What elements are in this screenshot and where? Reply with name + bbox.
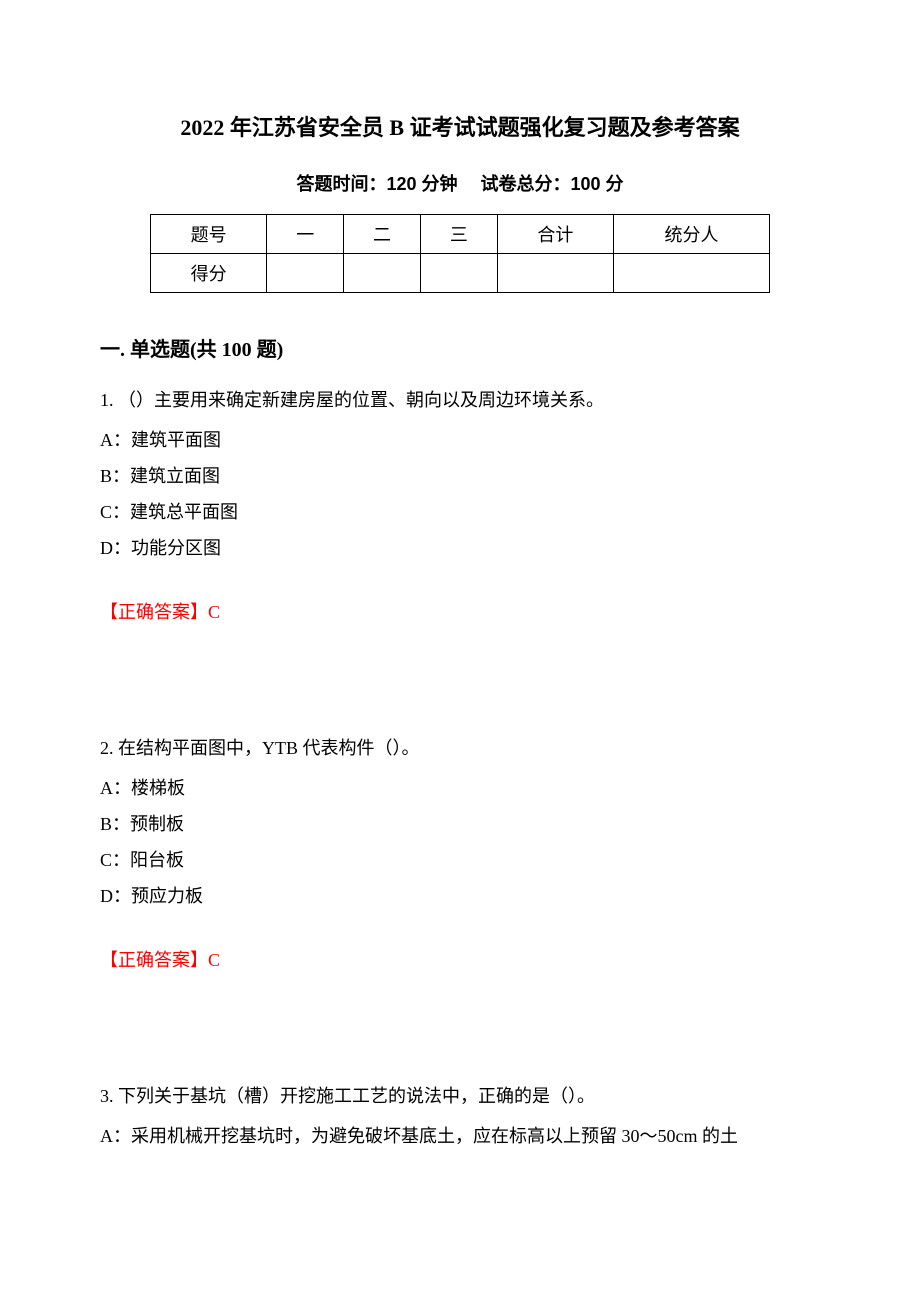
table-header-cell: 统分人: [614, 215, 770, 254]
option-label: A：: [100, 778, 131, 798]
option: A：建筑平面图: [100, 422, 820, 458]
table-header-row: 题号 一 二 三 合计 统分人: [151, 215, 770, 254]
option-label: C：: [100, 850, 130, 870]
question-block: 2. 在结构平面图中，YTB 代表构件（）。 A：楼梯板 B：预制板 C：阳台板…: [100, 730, 820, 978]
question-block: 1. （）主要用来确定新建房屋的位置、朝向以及周边环境关系。 A：建筑平面图 B…: [100, 382, 820, 630]
table-cell: 得分: [151, 254, 267, 293]
table-header-cell: 二: [344, 215, 421, 254]
question-body: 在结构平面图中，YTB 代表构件（）。: [118, 738, 420, 758]
option-text: 建筑立面图: [130, 466, 220, 486]
answer-line: 【正确答案】C: [100, 594, 820, 630]
option-text: 功能分区图: [131, 538, 221, 558]
table-cell: [614, 254, 770, 293]
score-table: 题号 一 二 三 合计 统分人 得分: [150, 214, 770, 293]
page-subtitle: 答题时间：120 分钟 试卷总分：100 分: [100, 170, 820, 196]
option-label: D：: [100, 886, 131, 906]
option-label: C：: [100, 502, 130, 522]
option-label: B：: [100, 814, 130, 834]
question-body: 下列关于基坑（槽）开挖施工工艺的说法中，正确的是（）。: [118, 1086, 595, 1106]
option-text: 采用机械开挖基坑时，为避免破坏基底土，应在标高以上预留 30～50cm 的土: [131, 1126, 738, 1146]
option: A：楼梯板: [100, 770, 820, 806]
question-block: 3. 下列关于基坑（槽）开挖施工工艺的说法中，正确的是（）。 A：采用机械开挖基…: [100, 1078, 820, 1154]
option: C：建筑总平面图: [100, 494, 820, 530]
option-text: 阳台板: [130, 850, 184, 870]
option-label: D：: [100, 538, 131, 558]
option-text: 建筑总平面图: [130, 502, 238, 522]
table-cell: [344, 254, 421, 293]
answer-value: C: [208, 950, 220, 970]
option-text: 建筑平面图: [131, 430, 221, 450]
question-number: 1.: [100, 390, 114, 410]
option-label: A：: [100, 430, 131, 450]
option: A：采用机械开挖基坑时，为避免破坏基底土，应在标高以上预留 30～50cm 的土: [100, 1118, 820, 1154]
option-text: 楼梯板: [131, 778, 185, 798]
option: D：预应力板: [100, 878, 820, 914]
table-row: 得分: [151, 254, 770, 293]
table-header-cell: 合计: [497, 215, 613, 254]
option: B：建筑立面图: [100, 458, 820, 494]
option: D：功能分区图: [100, 530, 820, 566]
question-number: 3.: [100, 1086, 114, 1106]
option-label: B：: [100, 466, 130, 486]
answer-line: 【正确答案】C: [100, 942, 820, 978]
section-heading: 一. 单选题(共 100 题): [100, 333, 820, 362]
answer-value: C: [208, 602, 220, 622]
option-text: 预制板: [130, 814, 184, 834]
table-cell: [420, 254, 497, 293]
answer-label: 【正确答案】: [100, 950, 208, 970]
page-title: 2022 年江苏省安全员 B 证考试试题强化复习题及参考答案: [100, 110, 820, 142]
table-header-cell: 题号: [151, 215, 267, 254]
answer-label: 【正确答案】: [100, 602, 208, 622]
question-text: 2. 在结构平面图中，YTB 代表构件（）。: [100, 730, 820, 766]
option: C：阳台板: [100, 842, 820, 878]
table-header-cell: 三: [420, 215, 497, 254]
table-cell: [497, 254, 613, 293]
table-header-cell: 一: [267, 215, 344, 254]
question-body: （）主要用来确定新建房屋的位置、朝向以及周边环境关系。: [118, 390, 604, 410]
option-label: A：: [100, 1126, 131, 1146]
question-number: 2.: [100, 738, 114, 758]
option: B：预制板: [100, 806, 820, 842]
question-text: 1. （）主要用来确定新建房屋的位置、朝向以及周边环境关系。: [100, 382, 820, 418]
option-text: 预应力板: [131, 886, 203, 906]
table-cell: [267, 254, 344, 293]
question-text: 3. 下列关于基坑（槽）开挖施工工艺的说法中，正确的是（）。: [100, 1078, 820, 1114]
